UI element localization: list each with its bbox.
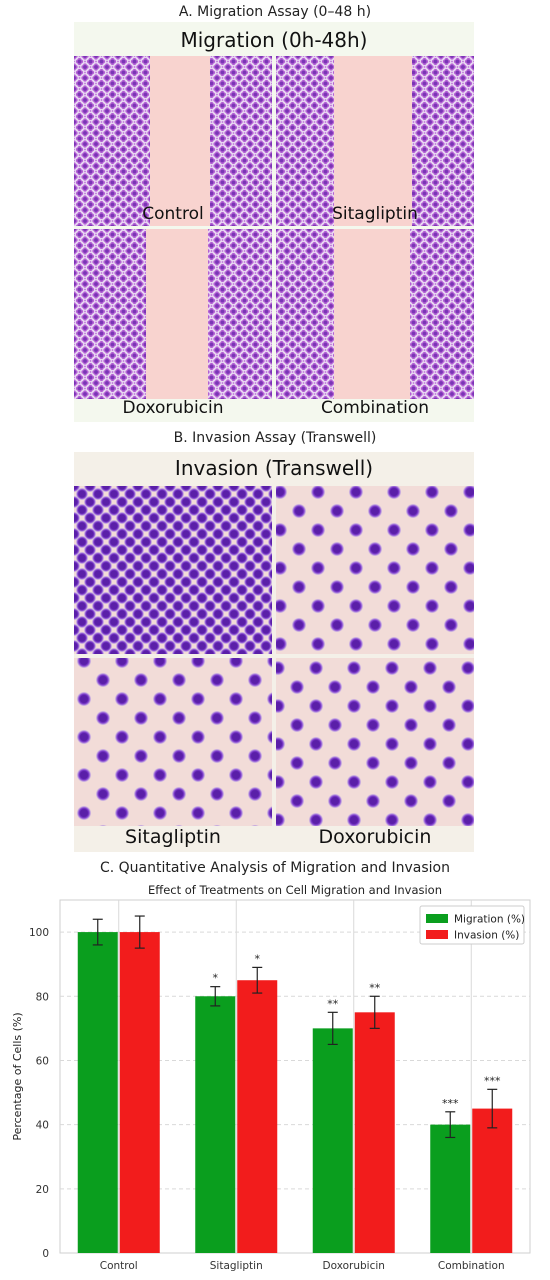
migration-figure: Migration (0h-48h) Control Sitagliptin D… (74, 22, 474, 422)
bar-chart: Effect of Treatments on Cell Migration a… (11, 883, 531, 1272)
x-tick-label: Sitagliptin (210, 1260, 263, 1272)
y-tick-label: 100 (29, 927, 49, 939)
chart-title: Effect of Treatments on Cell Migration a… (148, 883, 442, 897)
x-tick-label: Combination (438, 1260, 505, 1272)
invasion-caption-doxorubicin: Doxorubicin (318, 826, 432, 848)
y-tick-label: 40 (36, 1120, 49, 1132)
panel-b-title: B. Invasion Assay (Transwell) (173, 430, 377, 446)
invasion-image-doxorubicin (276, 658, 474, 826)
bar-migration (430, 1124, 471, 1253)
bar-migration (312, 1028, 353, 1253)
x-tick-label: Doxorubicin (323, 1260, 385, 1272)
invasion-image-sitagliptin (74, 658, 272, 826)
y-axis-label: Percentage of Cells (%) (11, 1012, 24, 1140)
bar-invasion (354, 1012, 395, 1253)
migration-caption-doxorubicin: Doxorubicin (122, 398, 224, 418)
panel-a-title: A. Migration Assay (0–48 h) (178, 4, 372, 20)
panel-c-title: C. Quantitative Analysis of Migration an… (99, 860, 450, 876)
significance-label: ** (327, 997, 339, 1010)
migration-image-doxorubicin (74, 229, 272, 399)
migration-image-control (74, 56, 272, 226)
bar-invasion (119, 932, 160, 1253)
migration-caption-sitagliptin: Sitagliptin (332, 204, 418, 224)
migration-image-combination (276, 229, 474, 399)
bar-invasion (237, 980, 278, 1253)
legend-label: Invasion (%) (454, 930, 519, 942)
significance-label: ** (369, 981, 381, 994)
invasion-caption-sitagliptin: Sitagliptin (125, 826, 221, 848)
y-tick-label: 20 (36, 1184, 49, 1196)
y-tick-label: 60 (36, 1055, 49, 1067)
significance-label: *** (484, 1074, 501, 1087)
significance-label: * (213, 972, 219, 985)
y-tick-label: 80 (36, 991, 49, 1003)
legend-swatch (426, 930, 448, 939)
bar-migration (195, 996, 236, 1253)
legend-label: Migration (%) (454, 914, 525, 926)
significance-label: *** (442, 1097, 459, 1110)
legend-swatch (426, 914, 448, 923)
invasion-figure: Invasion (Transwell) Sitagliptin Doxorub… (74, 452, 474, 852)
bar-migration (77, 932, 118, 1253)
significance-label: * (255, 952, 261, 965)
y-tick-label: 0 (42, 1248, 49, 1260)
invasion-image-control (74, 486, 272, 654)
bar-invasion (472, 1108, 513, 1253)
invasion-image-sparse-top (276, 486, 474, 654)
migration-image-sitagliptin (276, 56, 474, 226)
migration-caption-control: Control (142, 204, 204, 224)
x-tick-label: Control (100, 1260, 138, 1272)
invasion-header: Invasion (Transwell) (174, 456, 374, 480)
migration-header: Migration (0h-48h) (180, 28, 368, 52)
migration-caption-combination: Combination (320, 398, 430, 418)
